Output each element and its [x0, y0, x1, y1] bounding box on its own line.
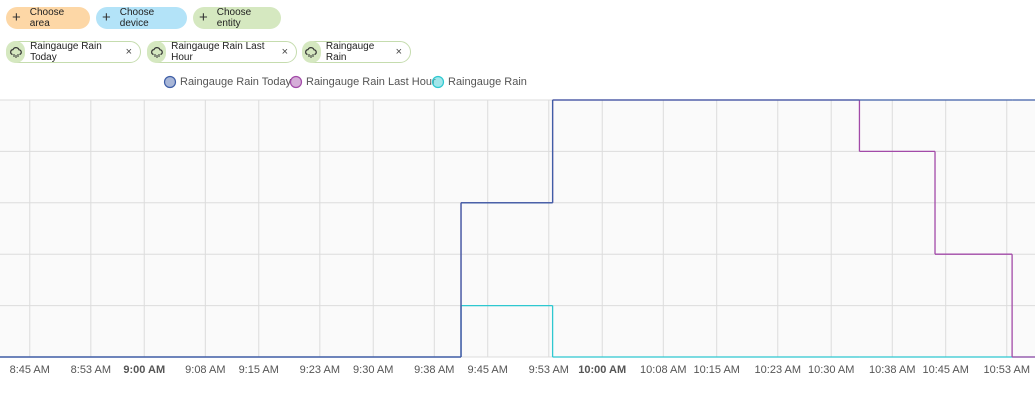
entity-chip[interactable]: Raingauge Rain Today × — [6, 40, 141, 63]
cloud-icon — [9, 46, 22, 58]
x-tick-label: 10:30 AM — [808, 364, 854, 376]
x-tick-label: 9:38 AM — [414, 364, 454, 376]
entity-icon — [302, 40, 321, 63]
remove[interactable]: × — [395, 46, 402, 58]
x-tick-label: 10:45 AM — [922, 364, 968, 376]
choose-area[interactable]: + Choose area — [6, 7, 90, 29]
legend-label: Raingauge Rain — [448, 76, 527, 88]
entity-chip[interactable]: Raingauge Rain Last Hour × — [147, 40, 297, 63]
remove[interactable]: × — [125, 46, 132, 58]
entity-icon — [147, 40, 167, 63]
x-tick-label: 10:00 AM — [578, 364, 626, 376]
cloud-icon — [305, 46, 318, 58]
plot-background — [0, 100, 1035, 357]
x-tick-label: 9:15 AM — [239, 364, 279, 376]
x-tick-label: 10:38 AM — [869, 364, 915, 376]
x-tick-label: 9:53 AM — [529, 364, 569, 376]
x-tick-label: 10:23 AM — [755, 364, 801, 376]
x-tick-label: 9:08 AM — [185, 364, 225, 376]
series-line — [0, 99, 1035, 358]
x-tick-label: 9:00 AM — [123, 364, 165, 376]
choose-entity[interactable]: + Choose entity — [193, 7, 281, 29]
legend-label: Raingauge Rain Today — [180, 76, 292, 88]
entity-name: Raingauge Rain Today — [30, 41, 102, 63]
legend-swatch — [431, 75, 445, 89]
entity-name: Raingauge Rain Last Hour — [171, 41, 265, 63]
entity-icon — [6, 40, 26, 63]
x-tick-label: 8:45 AM — [10, 364, 50, 376]
x-tick-label: 10:15 AM — [693, 364, 739, 376]
label: Choose area — [29, 7, 65, 29]
x-tick-label: 8:53 AM — [71, 364, 111, 376]
remove[interactable]: × — [281, 46, 288, 58]
entity-chip[interactable]: Raingauge Rain × — [302, 40, 411, 63]
x-tick-label: 9:23 AM — [300, 364, 340, 376]
choose-device[interactable]: + Choose device — [96, 7, 187, 29]
legend-swatch — [289, 75, 303, 89]
legend-label: Raingauge Rain Last Hour — [306, 76, 436, 88]
label: Choose device — [119, 7, 155, 29]
entity-name: Raingauge Rain — [325, 41, 375, 63]
x-tick-label: 10:08 AM — [640, 364, 686, 376]
legend-swatch — [163, 75, 177, 89]
cloud-icon — [150, 46, 163, 58]
label: Choose entity — [216, 7, 252, 29]
x-tick-label: 9:30 AM — [353, 364, 393, 376]
x-tick-label: 10:53 AM — [984, 364, 1030, 376]
x-tick-label: 9:45 AM — [468, 364, 508, 376]
